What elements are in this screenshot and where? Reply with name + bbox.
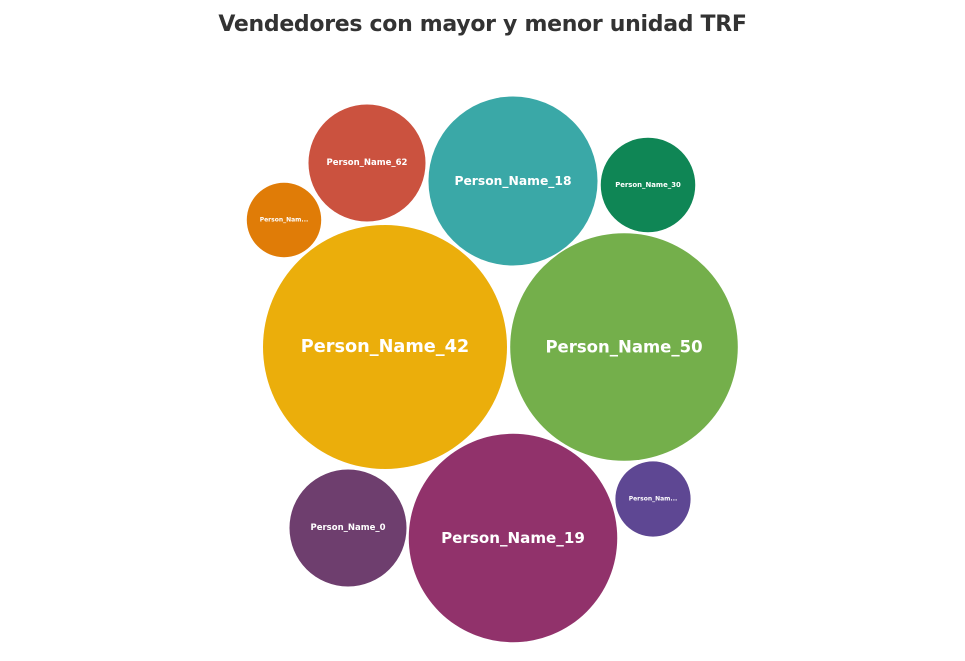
bubble-label-1: Person_Name_42 (301, 337, 469, 357)
bubble-label-7: Person_Name_30 (615, 181, 681, 189)
bubble-2[interactable] (510, 233, 738, 461)
bubble-5[interactable] (289, 469, 407, 587)
bubble-6[interactable] (308, 104, 426, 222)
chart-title: Vendedores con mayor y menor unidad TRF (218, 12, 747, 37)
bubble-4[interactable] (428, 96, 598, 266)
bubble-label-2: Person_Name_50 (545, 338, 702, 357)
bubble-label-5: Person_Name_0 (310, 523, 385, 533)
bubble-label-3: Person_Name_19 (441, 529, 585, 547)
bubble-label-4: Person_Name_18 (454, 174, 571, 189)
bubble-1[interactable] (263, 225, 507, 469)
bubble-label-9: Person_Nam... (260, 217, 309, 224)
bubble-8[interactable] (615, 461, 691, 537)
bubble-3[interactable] (408, 433, 618, 643)
bubble-9[interactable] (246, 182, 322, 258)
bubble-label-8: Person_Nam... (629, 496, 678, 503)
bubble-7[interactable] (600, 137, 696, 233)
bubble-label-6: Person_Name_62 (327, 158, 408, 168)
